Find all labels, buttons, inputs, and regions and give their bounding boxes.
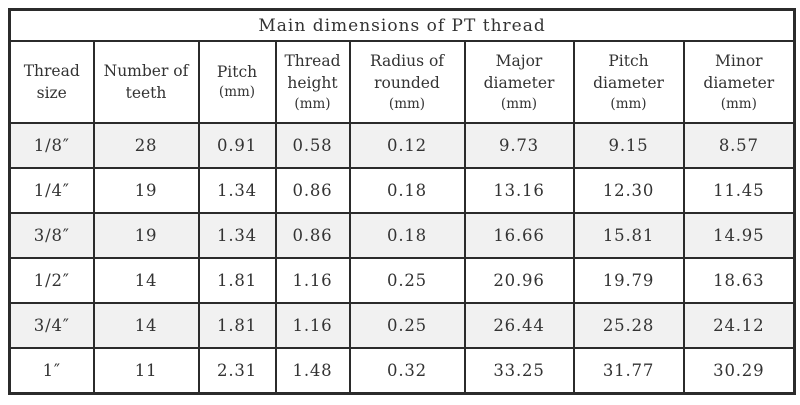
cell-thread-size: 1/4″ [8,167,95,214]
column-header-thread-height: Thread height (mm) [274,40,351,124]
header-unit-label: (mm) [610,95,647,112]
cell-thread-height: 0.58 [274,122,351,169]
cell-minor-diameter: 11.45 [682,167,796,214]
cell-major-diameter: 9.73 [463,122,575,169]
header-line: size [36,84,67,102]
cell-radius-of-rounded: 0.32 [348,347,466,395]
cell-major-diameter: 13.16 [463,167,575,214]
table-row: 3/8″ 19 1.34 0.86 0.18 16.66 15.81 14.95 [8,212,796,259]
table-row: 1/8″ 28 0.91 0.58 0.12 9.73 9.15 8.57 [8,122,796,169]
cell-pitch: 0.91 [197,122,277,169]
column-header-minor-diameter: Minor diameter (mm) [682,40,796,124]
column-header-thread-size: Thread size [8,40,95,124]
cell-minor-diameter: 8.57 [682,122,796,169]
column-header-number-of-teeth: Number of teeth [92,40,200,124]
cell-number-of-teeth: 19 [92,167,200,214]
cell-thread-size: 1″ [8,347,95,395]
cell-thread-height: 0.86 [274,167,351,214]
cell-pitch: 1.34 [197,167,277,214]
header-line: diameter [593,74,664,93]
header-line: Number of [103,61,189,80]
cell-radius-of-rounded: 0.25 [348,302,466,349]
cell-radius-of-rounded: 0.12 [348,122,466,169]
table-row: 3/4″ 14 1.81 1.16 0.25 26.44 25.28 24.12 [8,302,796,349]
header-line: Pitch [608,51,649,70]
header-line: rounded [374,74,440,93]
cell-number-of-teeth: 14 [92,257,200,304]
cell-major-diameter: 20.96 [463,257,575,304]
table-row: 1″ 11 2.31 1.48 0.32 33.25 31.77 30.29 [8,347,796,395]
table-title: Main dimensions of PT thread [8,8,796,42]
cell-thread-height: 1.16 [274,257,351,304]
header-line: Pitch [216,62,258,81]
cell-pitch: 1.81 [197,257,277,304]
cell-radius-of-rounded: 0.18 [348,167,466,214]
cell-major-diameter: 16.66 [463,212,575,259]
cell-pitch-diameter: 31.77 [572,347,685,395]
cell-minor-diameter: 14.95 [682,212,796,259]
header-line: diameter [483,74,555,93]
table-row: 1/2″ 14 1.81 1.16 0.25 20.96 19.79 18.63 [8,257,796,304]
header-line: teeth [125,84,167,102]
cell-number-of-teeth: 11 [92,347,200,395]
cell-major-diameter: 26.44 [463,302,575,349]
header-unit-label: (mm) [500,95,538,112]
cell-thread-size: 3/4″ [8,302,95,349]
cell-pitch-diameter: 15.81 [572,212,685,259]
header-unit-label: (mm) [218,84,256,101]
header-line: diameter [703,74,775,93]
table-row: 1/4″ 19 1.34 0.86 0.18 13.16 12.30 11.45 [8,167,796,214]
title-row: Main dimensions of PT thread [8,8,796,42]
cell-pitch-diameter: 12.30 [572,167,685,214]
cell-pitch-diameter: 25.28 [572,302,685,349]
cell-radius-of-rounded: 0.25 [348,257,466,304]
header-unit-label: (mm) [720,95,757,112]
header-line: Thread [284,51,341,70]
header-line: height [287,74,338,93]
cell-pitch: 1.34 [197,212,277,259]
column-header-pitch: Pitch (mm) [197,40,277,124]
column-header-pitch-diameter: Pitch diameter (mm) [572,40,685,124]
header-line: Radius of [369,51,445,70]
cell-thread-size: 1/8″ [8,122,95,169]
cell-thread-size: 3/8″ [8,212,95,259]
cell-minor-diameter: 30.29 [682,347,796,395]
cell-thread-size: 1/2″ [8,257,95,304]
header-line: Minor [715,51,763,70]
cell-minor-diameter: 18.63 [682,257,796,304]
cell-minor-diameter: 24.12 [682,302,796,349]
column-header-major-diameter: Major diameter (mm) [463,40,575,124]
cell-number-of-teeth: 14 [92,302,200,349]
cell-thread-height: 1.16 [274,302,351,349]
pt-thread-dimensions-table: Main dimensions of PT thread Thread size… [8,8,797,395]
header-line: Thread [23,61,80,80]
cell-thread-height: 1.48 [274,347,351,395]
header-line: Major [495,51,543,70]
cell-pitch: 1.81 [197,302,277,349]
cell-thread-height: 0.86 [274,212,351,259]
cell-number-of-teeth: 19 [92,212,200,259]
cell-pitch-diameter: 9.15 [572,122,685,169]
cell-major-diameter: 33.25 [463,347,575,395]
header-unit-label: (mm) [388,95,426,112]
header-row: Thread size Number of teeth Pitch (mm) T… [8,40,796,124]
cell-radius-of-rounded: 0.18 [348,212,466,259]
column-header-radius-of-rounded: Radius of rounded (mm) [348,40,466,124]
header-unit-label: (mm) [294,95,331,112]
cell-pitch-diameter: 19.79 [572,257,685,304]
cell-number-of-teeth: 28 [92,122,200,169]
cell-pitch: 2.31 [197,347,277,395]
